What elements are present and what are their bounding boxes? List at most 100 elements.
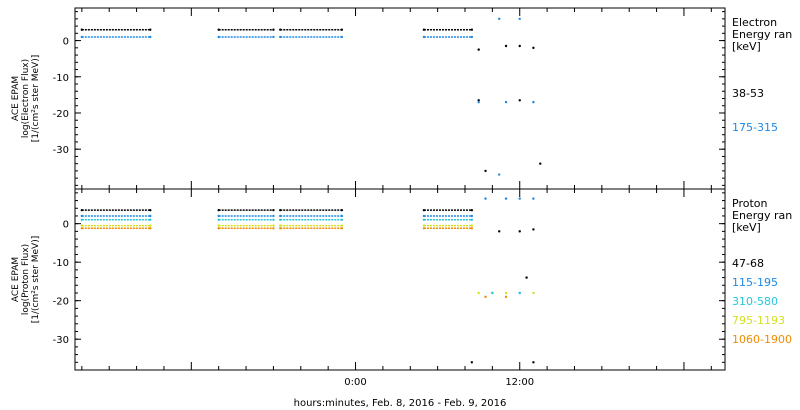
data-point	[340, 227, 344, 230]
legend-title-line: [keV]	[732, 221, 761, 234]
legend-title-line: Proton	[732, 197, 767, 210]
plot-frame	[74, 7, 726, 190]
data-point	[149, 227, 152, 230]
data-point	[498, 173, 501, 176]
legend-entry: 1060-1900	[732, 333, 792, 346]
data-point	[518, 230, 521, 233]
y-tick-label: -10	[53, 73, 69, 84]
data-point	[504, 44, 508, 48]
data-point	[272, 28, 275, 31]
data-point	[217, 214, 220, 218]
data-point	[470, 227, 474, 230]
legend-title-line: Energy ran	[732, 28, 792, 41]
y-tick-label: 0	[63, 220, 69, 231]
data-point	[149, 224, 152, 227]
legend-title: Electron Energy ran [keV]	[732, 16, 792, 53]
data-point	[518, 17, 521, 21]
data-point	[80, 214, 84, 218]
data-point	[498, 17, 501, 21]
y-axis-label-line: [1/(cm²s ster MeV)]	[31, 236, 41, 323]
series-1060-1900	[80, 227, 508, 299]
data-point	[422, 28, 426, 31]
data-point	[80, 208, 84, 212]
data-point	[470, 218, 474, 222]
legend-entry: 310-580	[732, 295, 778, 308]
data-point	[272, 218, 275, 222]
data-point	[504, 197, 508, 200]
data-point	[539, 162, 542, 165]
series-795-1193	[80, 224, 535, 295]
legend-entry: 38-53	[732, 87, 764, 100]
data-point	[422, 208, 426, 212]
data-point	[518, 99, 521, 102]
data-point	[422, 224, 426, 227]
data-point	[272, 227, 275, 230]
data-point	[525, 276, 528, 279]
y-axis-label: ACE EPAMlog(Electron Flux)[1/(cm²s ster …	[11, 55, 41, 142]
legend-entry: 115-195	[732, 276, 778, 289]
y-axis-label-line: ACE EPAM	[11, 257, 21, 302]
series-115-195	[80, 197, 535, 295]
data-point	[272, 35, 275, 39]
data-point	[470, 214, 474, 218]
panel-proton: 0 -10 -20 -30 ACE EPAMlog(Proton Flux)[1/(cm…	[11, 188, 792, 388]
data-point	[279, 35, 282, 39]
data-point	[477, 291, 480, 295]
legend-title-line: [keV]	[732, 40, 761, 53]
x-tick-label: 0:00	[344, 377, 366, 388]
y-tick-label: -20	[53, 297, 69, 308]
data-point	[484, 197, 487, 200]
x-tick-label: 12:00	[505, 377, 534, 388]
data-point	[422, 214, 426, 218]
data-point	[422, 218, 426, 222]
data-point	[217, 218, 220, 222]
data-point	[470, 208, 474, 212]
data-point	[149, 208, 152, 212]
data-point	[532, 197, 535, 200]
data-point	[272, 208, 275, 212]
x-axis-label: hours:minutes, Feb. 8, 2016 - Feb. 9, 20…	[294, 398, 507, 409]
data-point	[470, 224, 474, 227]
data-point	[532, 291, 535, 295]
data-point	[470, 35, 474, 39]
data-point	[477, 100, 480, 104]
y-axis-label-line: log(Electron Flux)	[21, 59, 31, 138]
legend-entry: 175-315	[732, 121, 778, 134]
data-point	[484, 169, 487, 173]
plot-frame	[74, 188, 726, 371]
data-point	[491, 291, 494, 295]
y-axis-label-line: ACE EPAM	[11, 76, 21, 121]
series-38-53	[80, 28, 542, 173]
data-point	[279, 218, 282, 222]
data-point	[217, 35, 220, 39]
series-310-580	[80, 218, 521, 295]
y-tick-label: -30	[53, 335, 69, 346]
data-point	[340, 218, 344, 222]
data-point	[279, 224, 282, 227]
series-175-315	[80, 17, 535, 176]
data-point	[279, 208, 282, 212]
data-point	[340, 224, 344, 227]
data-point	[504, 291, 508, 295]
data-point	[532, 361, 535, 364]
data-point	[279, 227, 282, 230]
data-point	[340, 28, 344, 31]
data-point	[217, 28, 220, 31]
y-tick-label: -30	[53, 145, 69, 156]
data-point	[422, 227, 426, 230]
y-axis-label: ACE EPAMlog(Proton Flux)[1/(cm²s ster Me…	[11, 236, 41, 323]
data-point	[470, 28, 474, 31]
data-point	[217, 227, 220, 230]
y-axis-label-line: [1/(cm²s ster MeV)]	[31, 55, 41, 142]
legend-entry: 47-68	[732, 257, 764, 270]
data-point	[470, 361, 474, 364]
data-point	[532, 100, 535, 104]
data-point	[477, 48, 480, 51]
data-point	[532, 46, 535, 50]
data-point	[340, 208, 344, 212]
legend-entry: 795-1193	[732, 314, 785, 327]
data-point	[80, 218, 84, 222]
data-point	[279, 28, 282, 31]
data-point	[504, 100, 508, 104]
